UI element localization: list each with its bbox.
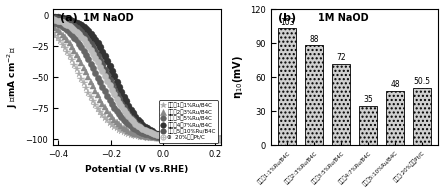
Bar — [333, 63, 350, 145]
Text: 1M NaOD: 1M NaOD — [318, 13, 369, 23]
Text: 88: 88 — [309, 35, 319, 44]
Y-axis label: J （mA cm$^{-2}$）: J （mA cm$^{-2}$） — [6, 46, 20, 108]
Bar — [278, 28, 296, 145]
Text: (a): (a) — [60, 13, 78, 23]
Legend: 实施例1：1%Ru/B4C, 实施例2：3%Ru/B4C, 实施例3：5%Ru/B4C, 实施例4：7%Ru/B4C, 实施例5：10%Ru/B4C, ⊕  2: 实施例1：1%Ru/B4C, 实施例2：3%Ru/B4C, 实施例3：5%Ru/… — [159, 100, 218, 143]
X-axis label: Potential (V vs.RHE): Potential (V vs.RHE) — [85, 165, 189, 174]
Text: 48: 48 — [390, 80, 400, 89]
Text: 1M NaOD: 1M NaOD — [83, 13, 134, 23]
Bar — [305, 45, 323, 145]
Bar — [359, 106, 377, 145]
Text: 35: 35 — [363, 95, 373, 104]
Bar — [386, 91, 404, 145]
Text: 103: 103 — [280, 18, 294, 27]
Text: 50.5: 50.5 — [413, 77, 431, 86]
Y-axis label: η$_{10}$(mV): η$_{10}$(mV) — [231, 55, 245, 99]
Bar — [413, 88, 431, 145]
Text: 72: 72 — [337, 53, 346, 62]
Text: (b): (b) — [278, 13, 296, 23]
